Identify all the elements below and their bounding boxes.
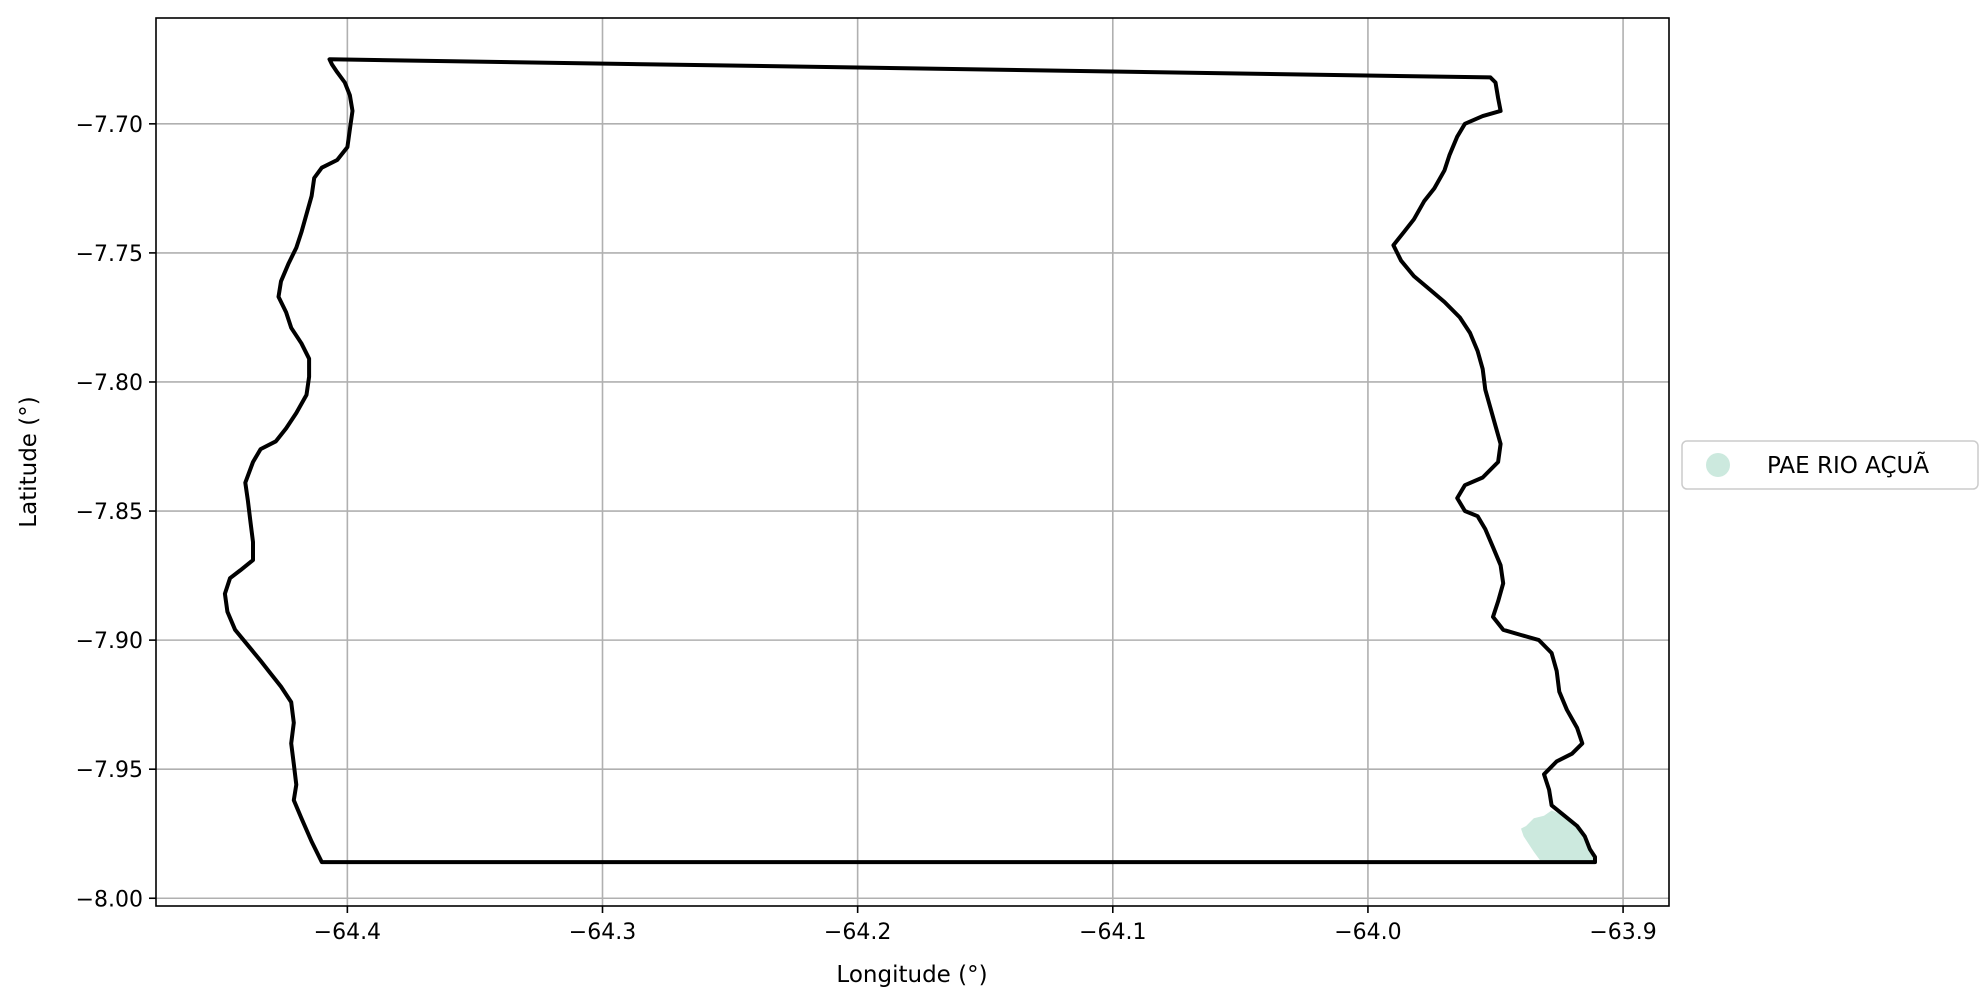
y-tick-label: −7.85 xyxy=(76,500,143,525)
y-axis-label: Latitude (°) xyxy=(16,396,42,527)
x-tick-label: −64.3 xyxy=(569,920,636,945)
legend-box xyxy=(1681,440,1979,490)
legend-label-pae-rio-acua: PAE RIO AÇUÃ xyxy=(1767,451,1929,479)
y-tick-label: −7.80 xyxy=(76,371,143,396)
y-tick-label: −8.00 xyxy=(76,887,143,912)
gridlines xyxy=(156,18,1669,906)
x-tick-label: −64.4 xyxy=(314,920,381,945)
x-tick-label: −64.0 xyxy=(1334,920,1401,945)
legend-marker-pae-rio-acua xyxy=(1706,453,1730,477)
legend: PAE RIO AÇUÃ xyxy=(1681,440,1979,490)
x-tick-label: −64.1 xyxy=(1079,920,1146,945)
y-tick-label: −7.75 xyxy=(76,242,143,267)
y-tick-label: −7.95 xyxy=(76,758,143,783)
municipality-boundary xyxy=(222,57,1597,865)
plot-area xyxy=(155,17,1670,907)
plot-frame xyxy=(155,17,1670,907)
y-tick-label: −7.90 xyxy=(76,629,143,654)
x-axis-label: Longitude (°) xyxy=(836,962,987,988)
pae-rio-acua-area xyxy=(1521,810,1595,863)
x-axis: −64.4 −64.3 −64.2 −64.1 −64.0 −63.9 xyxy=(314,906,1657,945)
y-axis: −7.70 −7.75 −7.80 −7.85 −7.90 −7.95 −8.00 xyxy=(76,113,156,912)
x-tick-label: −64.2 xyxy=(824,920,891,945)
x-tick-label: −63.9 xyxy=(1589,920,1656,945)
y-tick-label: −7.70 xyxy=(76,113,143,138)
